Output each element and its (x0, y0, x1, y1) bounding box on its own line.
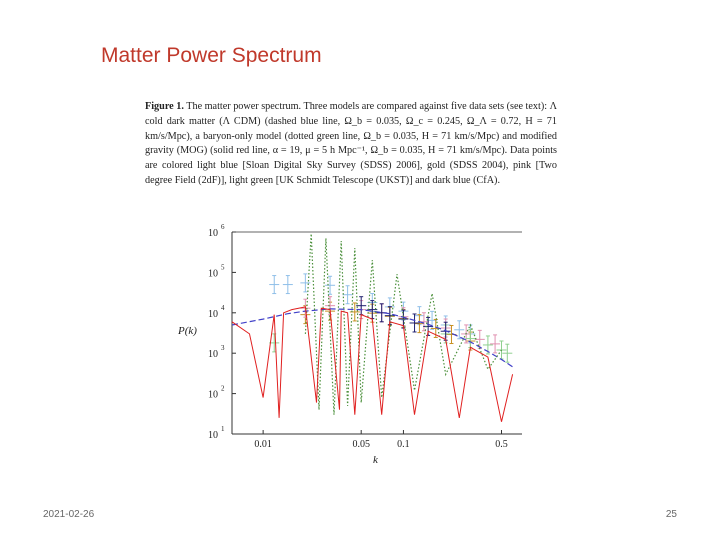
y-tick-exponent: 2 (221, 385, 225, 393)
y-tick-label: 10 (208, 349, 218, 360)
y-tick-exponent: 1 (221, 425, 225, 433)
y-tick-label: 10 (208, 268, 218, 279)
x-tick-label: 0.01 (254, 439, 272, 450)
figure-caption-text: The matter power spectrum. Three models … (145, 101, 557, 186)
x-tick-label: 0.5 (495, 439, 508, 450)
y-tick-label: 10 (208, 309, 218, 320)
x-axis-label: k (373, 454, 379, 466)
y-tick-exponent: 3 (221, 344, 225, 352)
slide-title: Matter Power Spectrum (101, 44, 322, 67)
y-tick-label: 10 (208, 430, 218, 441)
y-tick-label: 10 (208, 228, 218, 239)
y-tick-label: 10 (208, 390, 218, 401)
y-tick-exponent: 5 (221, 263, 225, 271)
figure-caption: Figure 1. The matter power spectrum. Thr… (145, 100, 557, 189)
figure-label: Figure 1. (145, 101, 184, 112)
page-number: 25 (665, 509, 677, 520)
y-tick-exponent: 6 (221, 223, 225, 231)
lcdm-series-line (231, 308, 513, 368)
x-tick-label: 0.1 (397, 439, 410, 450)
y-axis-label: P(k) (177, 325, 197, 337)
x-tick-label: 0.05 (352, 439, 370, 450)
footer-date: 2021-02-26 (43, 509, 95, 520)
power-spectrum-figure: 10 1 10 2 10 3 10 4 10 5 10 6 0.01 0.05 0.1 0.5 P(k) k (170, 222, 530, 467)
mog-series-line (231, 306, 514, 422)
y-tick-exponent: 4 (221, 304, 225, 312)
